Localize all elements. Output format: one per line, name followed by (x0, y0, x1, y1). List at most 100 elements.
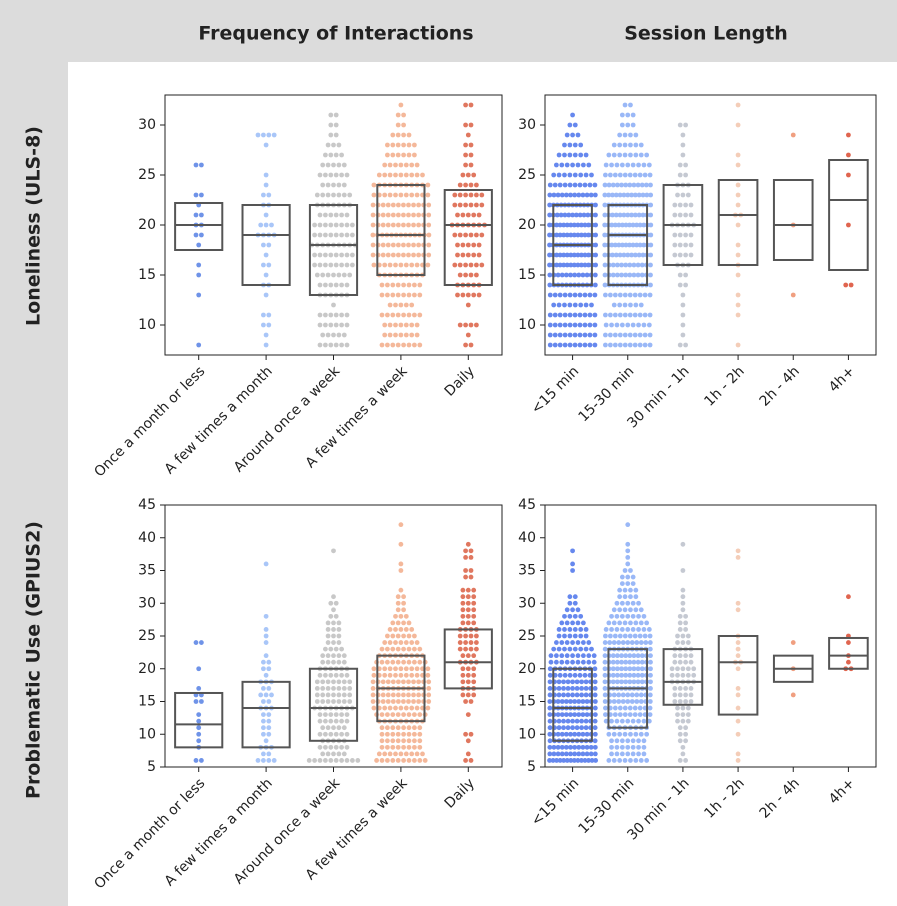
data-point (336, 679, 342, 685)
data-point (672, 212, 678, 218)
data-point (406, 659, 412, 665)
data-point (638, 758, 644, 763)
data-point (323, 312, 328, 318)
data-point (306, 758, 312, 763)
data-point (474, 322, 479, 328)
box (443, 628, 493, 690)
data-point (735, 102, 741, 108)
data-point (390, 692, 396, 698)
data-point (390, 292, 396, 298)
data-point (563, 699, 569, 704)
data-point (333, 232, 339, 238)
data-point (261, 758, 266, 763)
data-point (347, 686, 353, 691)
data-point (735, 202, 741, 208)
data-point (555, 731, 561, 737)
data-point (417, 659, 423, 665)
data-point (583, 172, 589, 178)
data-point (323, 252, 328, 258)
data-point (579, 232, 584, 238)
data-point (640, 192, 646, 198)
data-point (648, 232, 654, 238)
data-point (562, 332, 568, 338)
data-point (414, 172, 420, 178)
data-point (382, 172, 388, 178)
y-tick-label: 20 (518, 217, 536, 233)
data-point (622, 712, 628, 717)
data-point (401, 142, 406, 148)
data-point (579, 692, 585, 698)
data-point (344, 731, 350, 737)
data-point (409, 262, 415, 268)
data-point (460, 692, 466, 698)
data-point (735, 640, 741, 645)
data-point (333, 613, 339, 619)
data-point (576, 192, 582, 198)
data-point (568, 731, 573, 737)
data-point (625, 744, 631, 750)
data-point (691, 666, 697, 672)
data-point (479, 202, 485, 208)
data-point (735, 292, 741, 298)
data-point (688, 653, 694, 659)
data-point (547, 212, 553, 218)
data-point (339, 282, 344, 288)
data-point (619, 627, 625, 632)
data-point (582, 312, 588, 318)
data-point (556, 633, 562, 639)
data-point (602, 679, 608, 685)
data-point (258, 692, 264, 698)
data-point (347, 699, 353, 704)
data-point (323, 672, 328, 678)
data-point (395, 600, 401, 606)
data-point (575, 132, 581, 138)
data-point (561, 725, 566, 731)
data-point (468, 202, 474, 208)
data-point (636, 600, 641, 606)
data-point (471, 679, 477, 685)
data-point (317, 322, 323, 328)
data-point (398, 705, 404, 711)
data-point (677, 122, 683, 128)
data-point (390, 725, 396, 731)
data-point (638, 620, 644, 626)
data-point (592, 332, 598, 338)
data-point (255, 758, 261, 763)
data-point (574, 679, 580, 685)
data-point (602, 686, 608, 691)
data-point (683, 172, 689, 178)
data-point (380, 222, 386, 228)
data-point (547, 312, 553, 318)
data-point (568, 262, 574, 268)
data-point (735, 751, 741, 757)
data-point (570, 620, 575, 626)
data-point (414, 332, 420, 338)
data-point (623, 666, 629, 672)
data-point (630, 744, 636, 750)
data-point (570, 686, 575, 691)
data-point (572, 672, 578, 678)
data-point (336, 182, 342, 188)
data-point (630, 581, 636, 586)
data-point (409, 666, 415, 672)
data-point (401, 132, 406, 138)
data-point (370, 222, 376, 228)
data-point (328, 322, 334, 328)
data-point (403, 302, 409, 308)
data-point (580, 659, 586, 665)
data-point (592, 744, 598, 750)
data-point (627, 222, 632, 228)
data-point (610, 262, 616, 268)
data-point (625, 112, 631, 118)
data-point (639, 666, 645, 672)
x-tick-label: Once a month or less (91, 775, 208, 892)
data-point (582, 332, 588, 338)
data-point (647, 633, 653, 639)
y-tick-label: 20 (138, 217, 156, 233)
data-point (314, 692, 320, 698)
data-point (468, 574, 474, 580)
data-point (602, 252, 608, 258)
data-point (382, 332, 388, 338)
data-point (325, 192, 331, 198)
data-point (680, 587, 686, 593)
